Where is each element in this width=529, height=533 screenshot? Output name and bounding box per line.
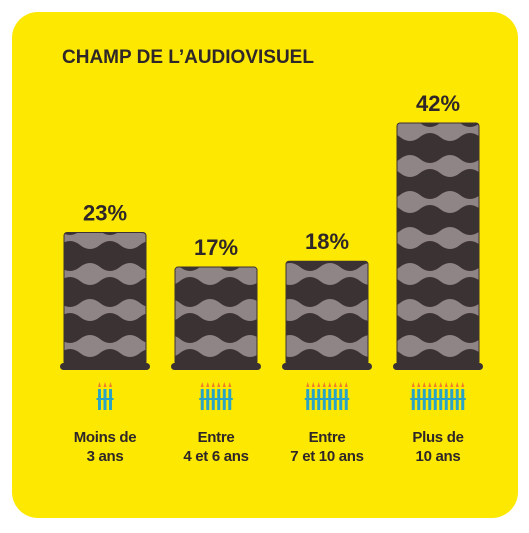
- candle-flame: [444, 382, 448, 387]
- candle-flame: [109, 382, 112, 387]
- candle-base: [96, 398, 114, 400]
- candle-flame: [344, 382, 348, 387]
- candle-flame: [461, 382, 465, 387]
- candle-flame: [433, 382, 437, 387]
- bar: [63, 231, 147, 366]
- candle-flame: [439, 382, 443, 387]
- x-tick-label: Moins de 3 ans: [73, 429, 137, 465]
- candle-flame: [200, 382, 204, 387]
- candle-flame: [333, 382, 337, 387]
- background: [12, 12, 518, 518]
- bar: [285, 260, 369, 366]
- x-tick-label: Entre 7 et 10 ans: [290, 429, 364, 465]
- candle-base: [304, 398, 350, 400]
- candle-flame: [450, 382, 454, 387]
- candle-flame: [411, 382, 415, 387]
- candle-base: [410, 398, 466, 400]
- candle-flame: [339, 382, 343, 387]
- chart-title: CHAMP DE L’AUDIOVISUEL: [62, 47, 314, 68]
- candle-flame: [103, 382, 107, 387]
- cake-plate: [60, 363, 150, 370]
- value-label: 23%: [83, 200, 127, 225]
- value-label: 18%: [305, 229, 349, 254]
- value-label: 17%: [194, 235, 238, 260]
- candle-flame: [222, 382, 226, 387]
- bar: [174, 266, 258, 366]
- bar: [396, 122, 480, 366]
- candle-flame: [322, 382, 326, 387]
- cake-plate: [393, 363, 483, 370]
- candle-flame: [428, 382, 432, 387]
- candle-flame: [211, 382, 215, 387]
- x-tick-label: Entre 4 et 6 ans: [183, 429, 249, 465]
- cake-plate: [282, 363, 372, 370]
- candle-flame: [311, 382, 315, 387]
- candle-flame: [317, 382, 321, 387]
- candle-flame: [306, 382, 310, 387]
- x-tick-label: Plus de 10 ans: [412, 429, 464, 465]
- candle-flame: [422, 382, 426, 387]
- value-label: 42%: [416, 91, 460, 116]
- candle-flame: [217, 382, 221, 387]
- candle-base: [199, 398, 233, 400]
- candle-flame: [206, 382, 210, 387]
- candle-flame: [328, 382, 332, 387]
- candle-flame: [228, 382, 232, 387]
- candle-flame: [455, 382, 459, 387]
- candle-flame: [98, 382, 101, 387]
- candle-flame: [417, 382, 421, 387]
- cake-plate: [171, 363, 261, 370]
